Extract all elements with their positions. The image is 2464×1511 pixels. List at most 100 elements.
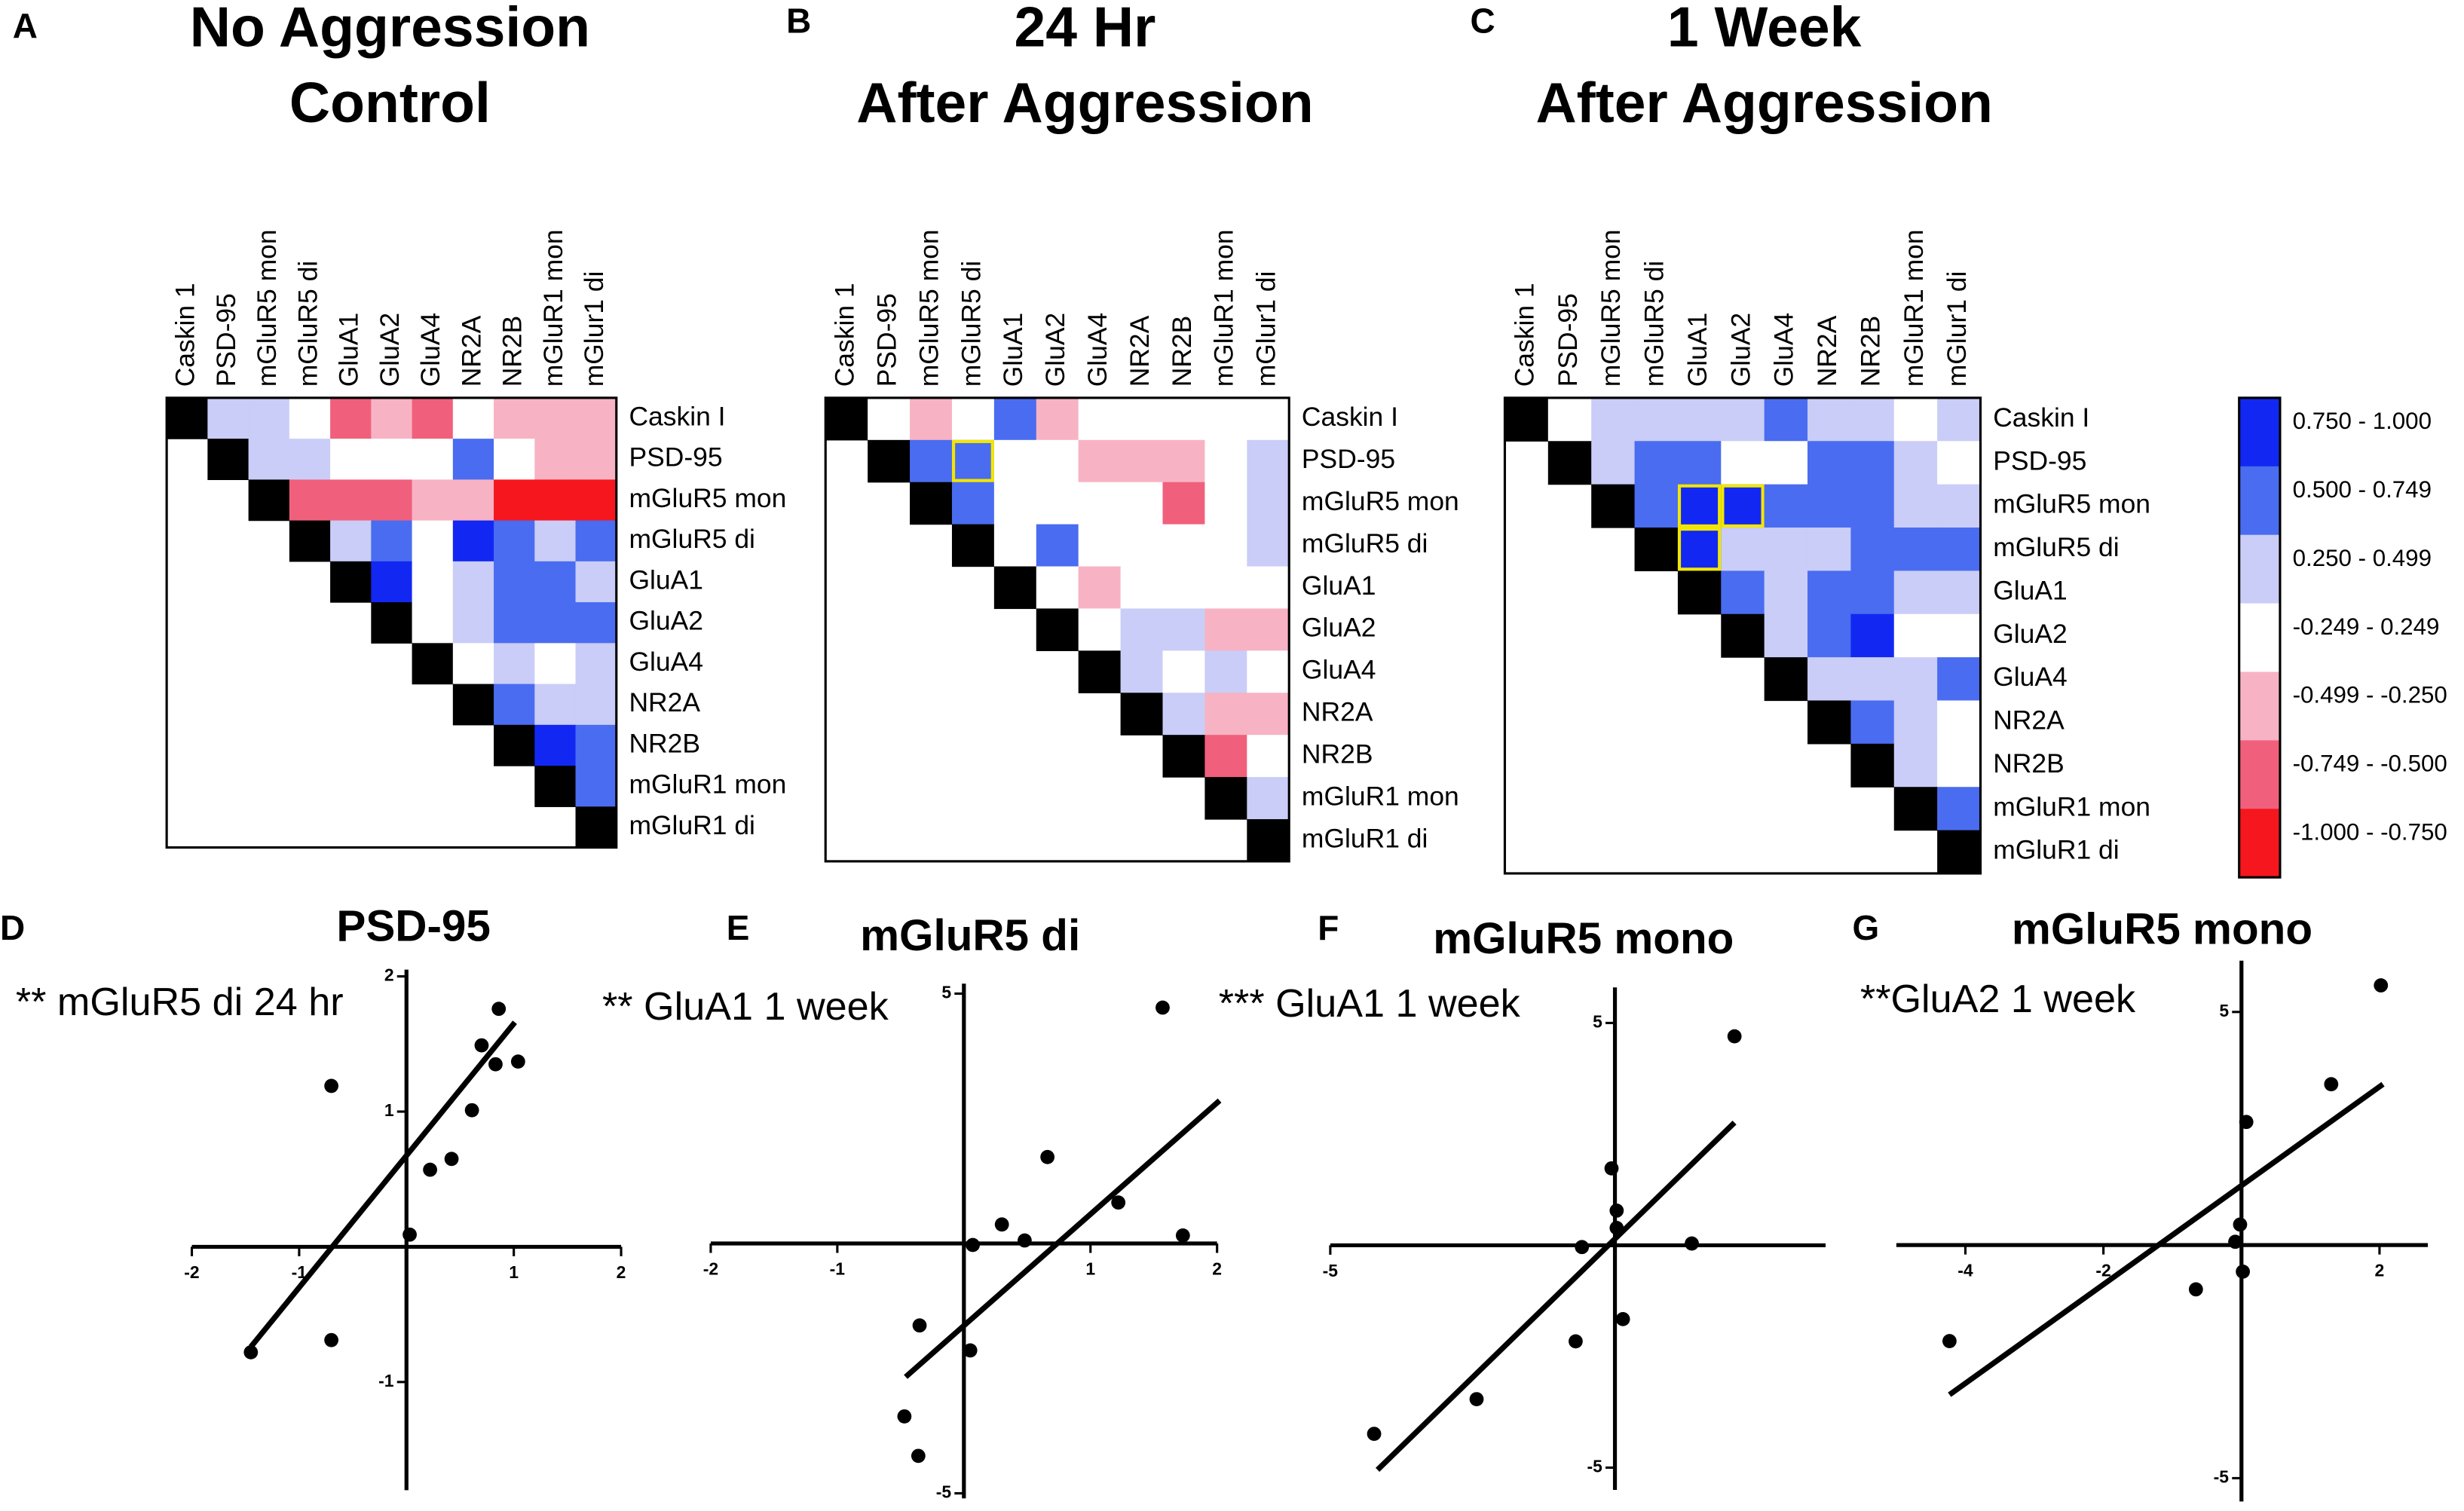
heatmap-cell (494, 561, 535, 603)
heatmap-cell (575, 520, 617, 562)
heatmap-cell (1721, 441, 1765, 485)
chart-title: After Aggression (1535, 71, 1992, 134)
row-label: mGluR1 mon (1302, 781, 1459, 811)
column-label: Caskin 1 (170, 283, 200, 387)
data-point (1018, 1233, 1032, 1248)
heatmap-cell (1247, 777, 1290, 820)
diagonal-cell (371, 602, 413, 644)
heatmap-cell (1204, 482, 1247, 525)
highlight-box (951, 439, 994, 482)
heatmap-cell (1162, 650, 1206, 693)
chart-title: 24 Hr (1015, 0, 1156, 59)
data-point (464, 1103, 479, 1118)
heatmap-cell (575, 561, 617, 603)
x-tick-label: -2 (2095, 1261, 2110, 1280)
heatmap-cell (1204, 608, 1247, 651)
panel-letter: B (786, 2, 811, 41)
row-label: PSD-95 (1302, 444, 1395, 474)
heatmap-cell (1677, 528, 1722, 572)
diagonal-cell (1120, 693, 1164, 736)
heatmap-cell (993, 397, 1037, 441)
heatmap-cell (371, 397, 413, 439)
data-point (491, 1002, 507, 1017)
diagonal-cell (1547, 441, 1592, 485)
heatmap-cell (1162, 608, 1206, 651)
heatmap-cell (1078, 397, 1122, 441)
panel-letter: A (13, 6, 38, 45)
heatmap-cell (452, 397, 494, 439)
chart-title: mGluR5 di (860, 911, 1080, 960)
heatmap-cell (1162, 482, 1206, 525)
row-label: mGluR1 mon (1993, 791, 2150, 821)
heatmap-cell (1078, 608, 1122, 651)
row-label: mGluR5 di (1302, 528, 1428, 558)
chart-title: Control (289, 71, 491, 134)
heatmap-cell (494, 643, 535, 685)
heatmap-cell (1120, 397, 1164, 441)
data-point (1155, 1000, 1170, 1015)
heatmap-cell (289, 397, 331, 439)
annotation: *** GluA1 1 week (1219, 982, 1521, 1026)
fit-line (904, 1098, 1222, 1379)
row-label: GluA1 (1993, 575, 2068, 605)
column-label: Caskin 1 (1509, 283, 1539, 387)
heatmap-cell (1893, 570, 1938, 615)
heatmap-cell (1162, 524, 1206, 567)
column-label: NR2B (1855, 316, 1885, 387)
data-point (1040, 1149, 1055, 1164)
chart-title: 1 Week (1667, 0, 1862, 59)
heatmap-cell (1634, 484, 1679, 528)
data-point (1575, 1240, 1590, 1255)
diagonal-cell (1162, 735, 1206, 778)
data-point (963, 1343, 978, 1358)
heatmap-cell (1937, 397, 1982, 442)
heatmap-cell (494, 684, 535, 726)
panel-letter: E (727, 908, 750, 947)
column-label: GluA4 (1082, 313, 1113, 387)
data-point (1111, 1195, 1126, 1210)
heatmap-cell (1893, 657, 1938, 702)
diagonal-cell (1893, 787, 1938, 831)
heatmap-cell (1937, 657, 1982, 702)
heatmap-cell (1036, 566, 1079, 610)
column-label: NR2A (456, 315, 486, 387)
row-label: mGluR1 di (629, 810, 755, 840)
heatmap-cell (951, 439, 995, 483)
data-point (2239, 1115, 2254, 1130)
column-label: NR2B (497, 316, 528, 387)
row-label: GluA4 (629, 647, 703, 677)
data-point (966, 1237, 980, 1253)
heatmap-cell (248, 439, 290, 481)
column-label: mGluR5 di (1639, 261, 1670, 387)
heatmap-border (824, 396, 1290, 863)
heatmap-cell (494, 397, 535, 439)
x-tick-label: -4 (1957, 1261, 1973, 1280)
y-tick-label: -5 (936, 1482, 952, 1502)
heatmap-cell (575, 724, 617, 766)
heatmap-cell (1850, 441, 1895, 485)
heatmap-cell (1893, 528, 1938, 572)
diagonal-cell (534, 766, 577, 807)
data-point (897, 1409, 912, 1424)
row-label: mGluR1 mon (629, 769, 786, 800)
heatmap-cell (452, 561, 494, 603)
heatmap-cell (1850, 613, 1895, 658)
heatmap-cell (1162, 566, 1206, 610)
heatmap-cell (1893, 484, 1938, 528)
x-tick-label: 1 (1085, 1259, 1095, 1279)
chart-title: No Aggression (190, 0, 590, 59)
row-label: GluA1 (629, 564, 703, 595)
data-point (1685, 1236, 1699, 1251)
heatmap-cell (1634, 441, 1679, 485)
column-label: Caskin 1 (830, 283, 860, 387)
heatmap-cell (452, 439, 494, 481)
heatmap-cell (534, 643, 577, 685)
row-label: mGluR5 di (1993, 532, 2119, 562)
column-label: mGlur1 di (1251, 271, 1281, 387)
x-tick-label: 2 (617, 1262, 626, 1282)
column-label: PSD-95 (211, 293, 241, 387)
heatmap-cell (1893, 743, 1938, 788)
heatmap-cell (1807, 657, 1852, 702)
heatmap-cell (330, 439, 372, 481)
diagonal-cell (330, 561, 372, 603)
